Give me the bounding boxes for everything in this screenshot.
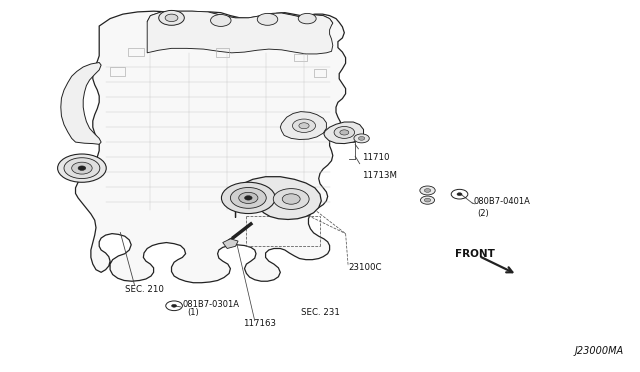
Circle shape xyxy=(420,196,435,204)
Circle shape xyxy=(420,186,435,195)
Circle shape xyxy=(230,187,266,208)
Polygon shape xyxy=(76,11,346,283)
Polygon shape xyxy=(280,112,326,140)
Circle shape xyxy=(424,198,431,202)
Circle shape xyxy=(64,158,100,179)
Circle shape xyxy=(172,304,177,307)
Circle shape xyxy=(273,189,309,209)
Circle shape xyxy=(354,134,369,143)
Circle shape xyxy=(292,119,316,132)
Circle shape xyxy=(257,13,278,25)
Text: (1): (1) xyxy=(187,308,198,317)
Polygon shape xyxy=(61,62,101,144)
Polygon shape xyxy=(236,177,321,219)
Circle shape xyxy=(299,123,309,129)
Circle shape xyxy=(340,130,349,135)
Circle shape xyxy=(282,194,300,204)
Polygon shape xyxy=(147,11,333,54)
Circle shape xyxy=(358,137,365,140)
Circle shape xyxy=(211,15,231,26)
Text: J23000MA: J23000MA xyxy=(575,346,624,356)
Text: SEC. 231: SEC. 231 xyxy=(301,308,340,317)
Text: SEC. 210: SEC. 210 xyxy=(125,285,164,294)
Circle shape xyxy=(78,166,86,170)
Text: 11713M: 11713M xyxy=(362,171,397,180)
Text: 117163: 117163 xyxy=(243,319,276,328)
Circle shape xyxy=(298,13,316,24)
Circle shape xyxy=(72,162,92,174)
Text: 11710: 11710 xyxy=(362,153,389,162)
Circle shape xyxy=(334,126,355,138)
Polygon shape xyxy=(147,11,333,30)
Text: FRONT: FRONT xyxy=(455,248,495,259)
Text: 081B7-0301A: 081B7-0301A xyxy=(182,300,239,309)
Circle shape xyxy=(244,196,252,200)
Circle shape xyxy=(221,182,275,214)
Polygon shape xyxy=(324,122,364,144)
Text: 23100C: 23100C xyxy=(349,263,382,272)
Circle shape xyxy=(165,14,178,22)
Text: (2): (2) xyxy=(477,209,488,218)
Polygon shape xyxy=(223,239,238,248)
Circle shape xyxy=(159,10,184,25)
Circle shape xyxy=(457,193,462,196)
Text: 080B7-0401A: 080B7-0401A xyxy=(474,198,531,206)
Circle shape xyxy=(424,189,431,192)
Circle shape xyxy=(58,154,106,182)
Circle shape xyxy=(239,192,258,203)
